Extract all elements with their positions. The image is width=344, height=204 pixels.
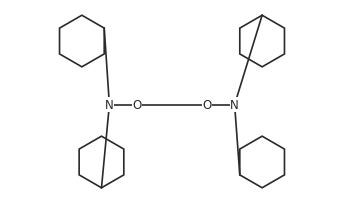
Text: O: O <box>203 99 212 112</box>
Text: N: N <box>105 99 114 112</box>
Text: N: N <box>230 99 239 112</box>
Text: O: O <box>132 99 141 112</box>
